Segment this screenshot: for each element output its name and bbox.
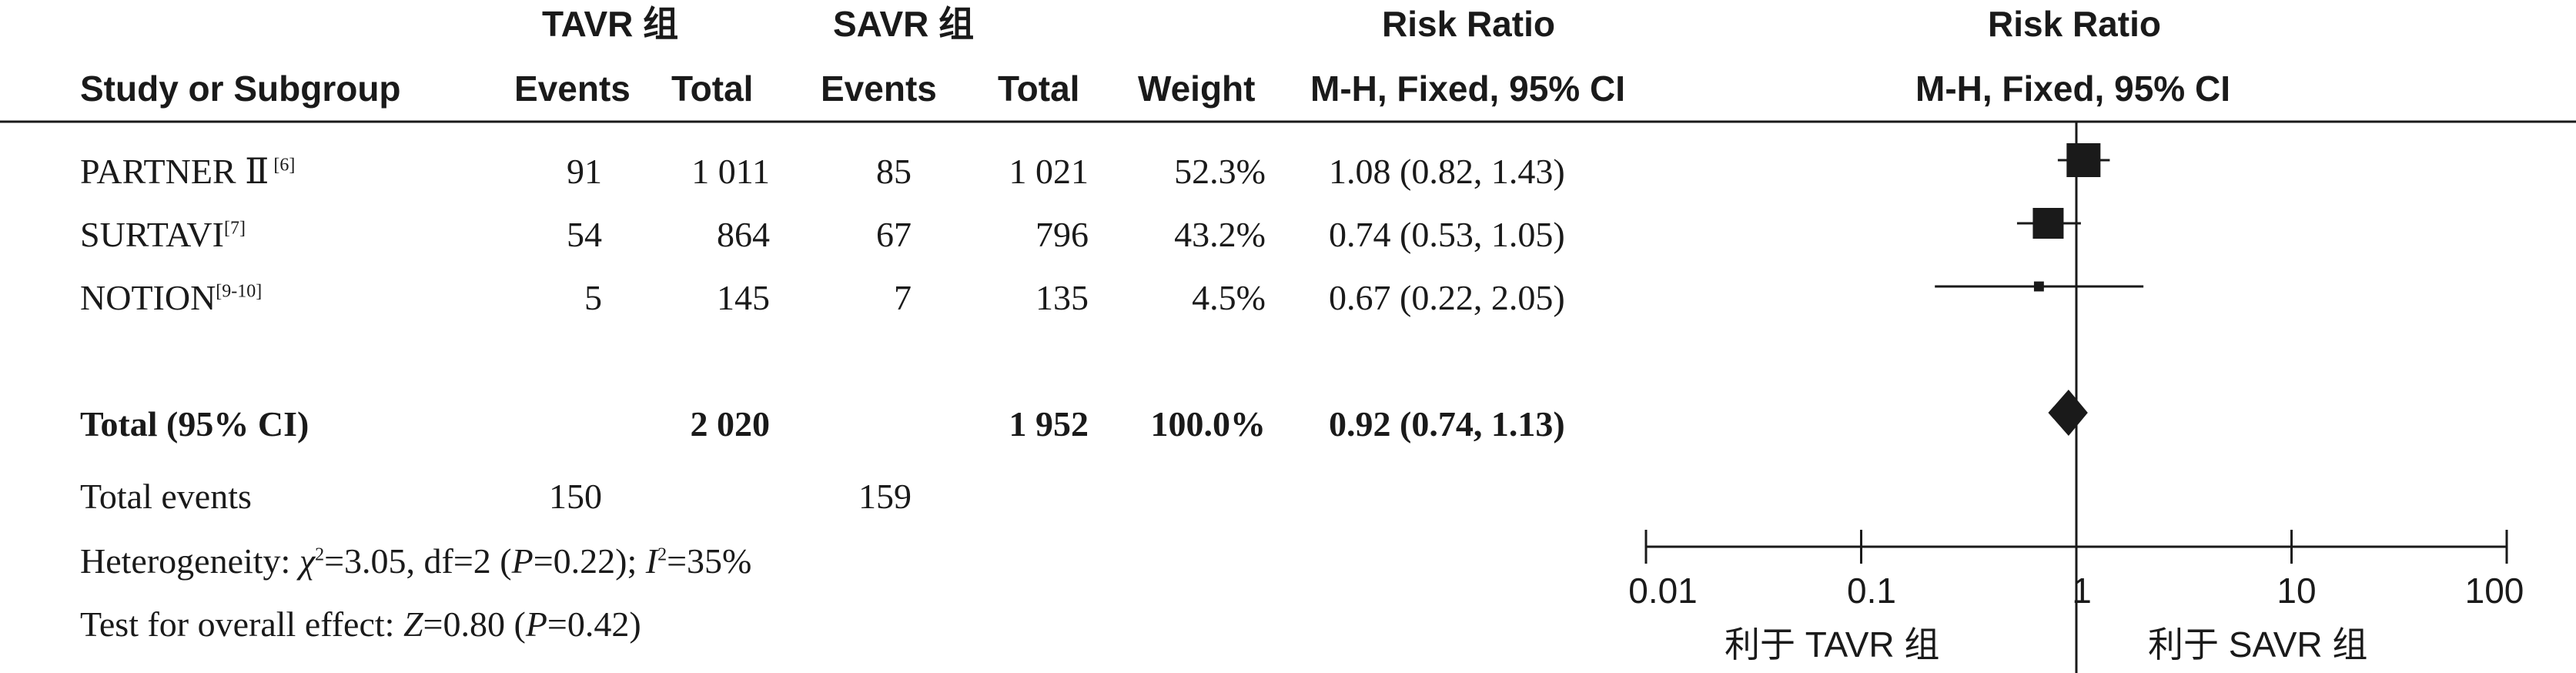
ci-cell: 0.74 (0.53, 1.05): [1329, 215, 1565, 254]
i-value: =35%: [667, 541, 752, 581]
chi-value: =3.05, df=2 (: [324, 541, 512, 581]
col-weight-header: Weight: [1138, 69, 1256, 109]
oe-prefix: Test for overall effect:: [80, 604, 403, 644]
total-weight: 100.0%: [1150, 404, 1266, 444]
total-events-label: Total events: [80, 477, 252, 516]
i-sup: 2: [657, 544, 667, 565]
total-events1: 150: [549, 477, 602, 516]
events1-cell: 54: [567, 215, 602, 254]
favours-right-label: 利于 SAVR 组: [2148, 624, 2368, 665]
events2-cell: 7: [894, 278, 912, 317]
overall-effect-text: Test for overall effect: Z=0.80 (P=0.42): [80, 607, 641, 642]
study-ref: [9-10]: [216, 281, 263, 302]
rr-plot-header: Risk Ratio: [1988, 4, 2161, 44]
oe-p-symbol: P: [525, 604, 547, 644]
col-study-header: Study or Subgroup: [80, 69, 401, 109]
ci-cell: 0.67 (0.22, 2.05): [1329, 278, 1565, 317]
study-ref: [7]: [223, 218, 246, 239]
weight-cell: 52.3%: [1174, 152, 1266, 191]
total2-cell: 1 021: [1009, 152, 1089, 191]
z-symbol: Z: [403, 604, 423, 644]
ci-cell: 1.08 (0.82, 1.43): [1329, 152, 1565, 191]
favours-left-label: 利于 TAVR 组: [1725, 624, 1940, 665]
total1-cell: 145: [717, 278, 770, 317]
i-symbol: I: [645, 541, 658, 581]
study-name-text: NOTION: [80, 278, 216, 317]
total1-cell: 1 011: [691, 152, 770, 191]
study-name: SURTAVI[7]: [80, 217, 246, 253]
het-prefix: Heterogeneity:: [80, 541, 299, 581]
tick-label: 0.01: [1628, 571, 1698, 611]
col-total1-header: Total: [671, 69, 754, 109]
study-square: [2032, 208, 2064, 239]
col-method-header: M-H, Fixed, 95% CI: [1310, 69, 1625, 109]
heterogeneity-text: Heterogeneity: χ2=3.05, df=2 (P=0.22); I…: [80, 544, 751, 579]
group1-header: TAVR 组: [542, 4, 679, 44]
pooled-diamond: [2048, 390, 2088, 436]
col-events2-header: Events: [821, 69, 937, 109]
weight-cell: 4.5%: [1192, 278, 1266, 317]
study-square: [2066, 143, 2101, 177]
events1-cell: 91: [567, 152, 602, 191]
tick-label: 10: [2277, 571, 2317, 611]
col-events1-header: Events: [514, 69, 631, 109]
p-value: =0.22);: [533, 541, 646, 581]
total2-cell: 135: [1035, 278, 1089, 317]
total-label: Total (95% CI): [80, 404, 309, 444]
group2-header: SAVR 组: [833, 4, 975, 44]
study-ref: [6]: [269, 155, 296, 176]
total-events2: 159: [858, 477, 912, 516]
col-total2-header: Total: [998, 69, 1080, 109]
weight-cell: 43.2%: [1174, 215, 1266, 254]
events2-cell: 67: [876, 215, 912, 254]
total1-cell: 864: [717, 215, 770, 254]
study-marks: [1935, 143, 2144, 436]
events1-cell: 5: [584, 278, 602, 317]
events2-cell: 85: [876, 152, 912, 191]
study-square: [2033, 281, 2044, 292]
oe-p-value: =0.42): [547, 604, 641, 644]
tick-label: 0.1: [1847, 571, 1896, 611]
chi-sup: 2: [315, 544, 325, 565]
tick-label: 100: [2464, 571, 2524, 611]
chi-symbol: χ: [299, 541, 316, 581]
total1-sum: 2 020: [690, 404, 771, 444]
study-name-text: SURTAVI: [80, 215, 224, 254]
x-axis-ticks: [1644, 530, 2508, 564]
p-symbol: P: [511, 541, 534, 581]
study-name: PARTNER Ⅱ [6]: [80, 154, 295, 189]
z-value: =0.80 (: [423, 604, 526, 644]
rr-header: Risk Ratio: [1382, 4, 1555, 44]
total2-sum: 1 952: [1009, 404, 1089, 444]
total-ci: 0.92 (0.74, 1.13): [1329, 404, 1565, 444]
study-name: NOTION[9-10]: [80, 280, 262, 316]
tick-label: 1: [2072, 571, 2092, 611]
plot-method-header: M-H, Fixed, 95% CI: [1915, 69, 2230, 109]
study-name-text: PARTNER Ⅱ: [80, 152, 269, 191]
total2-cell: 796: [1035, 215, 1089, 254]
